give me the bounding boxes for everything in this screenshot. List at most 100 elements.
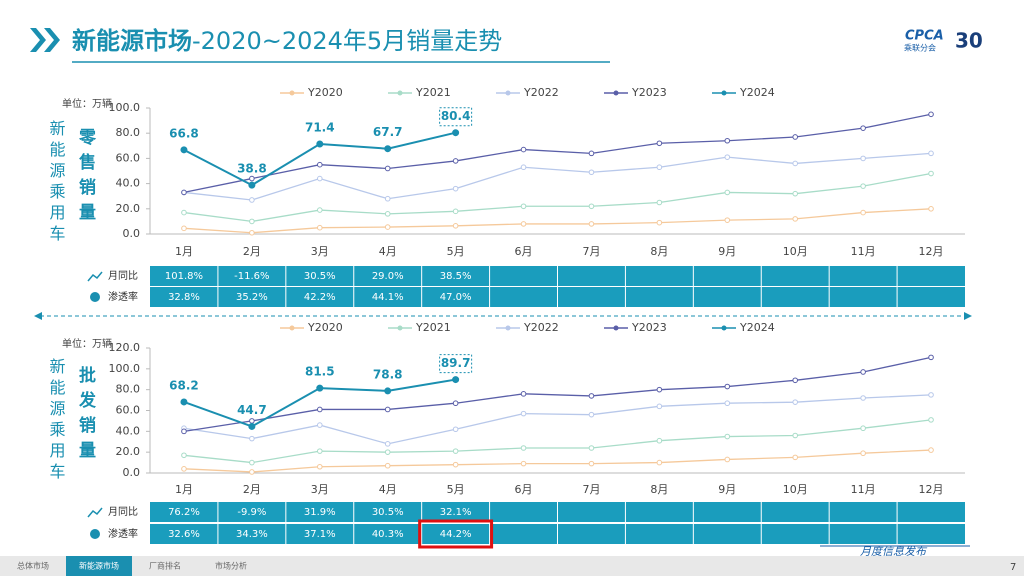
x-tick-label: 10月 <box>783 483 808 496</box>
cell: 47.0% <box>440 292 472 303</box>
trend-icon <box>87 507 103 518</box>
x-tick-label: 7月 <box>582 245 600 258</box>
pie-icon <box>90 292 100 302</box>
footer-tab: 新能源市场 <box>79 561 119 571</box>
point <box>181 452 187 459</box>
series-line <box>183 356 932 432</box>
point <box>452 448 459 454</box>
y-tick-label: 0.0 <box>123 466 141 479</box>
label-box <box>439 107 473 127</box>
point <box>316 175 323 182</box>
table-label-cell <box>80 266 150 286</box>
point <box>588 460 595 467</box>
y-tick-label: 40.0 <box>116 424 141 437</box>
point <box>384 224 391 230</box>
unit-label: 单位：万辆 <box>62 97 112 110</box>
point <box>181 428 187 435</box>
footer-bar <box>0 556 1024 576</box>
logo-sub: 乘联分会 <box>904 43 936 53</box>
cell: 31.9% <box>304 507 336 518</box>
series-line <box>183 152 932 201</box>
x-tick-label: 2月 <box>243 483 261 496</box>
cell: 32.8% <box>168 292 200 303</box>
x-tick-label: 5月 <box>447 245 465 258</box>
point <box>860 125 866 131</box>
point <box>792 160 799 167</box>
point <box>928 392 934 398</box>
legend-marker <box>505 325 511 331</box>
label-box <box>439 354 473 374</box>
point <box>656 403 663 410</box>
point <box>249 218 255 225</box>
legend-marker <box>613 90 619 96</box>
y-tick-label: 40.0 <box>116 177 141 190</box>
point <box>180 398 188 406</box>
point <box>520 221 527 227</box>
x-tick-label: 6月 <box>515 483 533 496</box>
point <box>316 140 324 148</box>
point <box>452 129 460 137</box>
x-tick-label: 9月 <box>718 483 736 496</box>
cell: 44.1% <box>372 292 404 303</box>
point <box>249 175 255 182</box>
point <box>724 189 731 196</box>
x-tick-label: 9月 <box>718 245 736 258</box>
y-tick-label: 80.0 <box>116 383 141 396</box>
legend-label: Y2021 <box>415 321 451 334</box>
x-tick-label: 10月 <box>783 245 808 258</box>
table-label-cell <box>80 287 150 307</box>
point <box>520 445 527 451</box>
row-label: 月同比 <box>108 270 138 282</box>
point <box>860 395 866 401</box>
point <box>248 422 256 430</box>
point <box>588 150 595 157</box>
point <box>520 164 527 171</box>
point <box>520 146 527 153</box>
x-tick-label: 8月 <box>650 245 668 258</box>
x-tick-label: 4月 <box>379 483 397 496</box>
y-tick-label: 80.0 <box>116 126 141 139</box>
subtitle: -2020~2024年5月销量走势 <box>192 27 502 55</box>
point <box>860 369 866 375</box>
point <box>452 426 459 433</box>
data-label: 71.4 <box>305 121 335 135</box>
point <box>656 164 663 171</box>
point <box>792 216 799 222</box>
point <box>860 209 866 216</box>
point <box>384 195 391 202</box>
chevron <box>30 28 46 52</box>
y-tick-label: 100.0 <box>109 101 141 114</box>
series-line <box>183 419 932 464</box>
legend-marker <box>289 325 295 331</box>
y-tick-label: 20.0 <box>116 445 141 458</box>
chart-title: 批发销量 <box>75 365 97 466</box>
point <box>384 441 391 447</box>
chevron <box>44 28 60 52</box>
point <box>588 393 595 399</box>
point <box>792 377 799 384</box>
x-tick-label: 1月 <box>175 245 193 258</box>
badge: 30 <box>955 29 983 53</box>
point <box>928 150 934 157</box>
point <box>792 134 799 140</box>
arrow <box>964 312 972 320</box>
logo: CPCA <box>905 29 944 44</box>
data-label: 80.4 <box>441 109 471 123</box>
point <box>792 454 799 461</box>
point <box>792 432 799 439</box>
row-label: 月同比 <box>108 506 138 518</box>
cell: -11.6% <box>234 271 269 282</box>
point <box>860 183 866 189</box>
legend-marker <box>505 90 511 96</box>
point <box>792 190 799 197</box>
legend-marker <box>289 90 295 96</box>
x-tick-label: 12月 <box>919 483 944 496</box>
point <box>181 209 187 216</box>
data-label: 38.8 <box>237 162 267 176</box>
y-tick-label: 0.0 <box>123 227 141 240</box>
point <box>384 387 392 395</box>
point <box>384 145 392 153</box>
y-tick-label: 100.0 <box>109 362 141 375</box>
cell: 35.2% <box>236 292 268 303</box>
